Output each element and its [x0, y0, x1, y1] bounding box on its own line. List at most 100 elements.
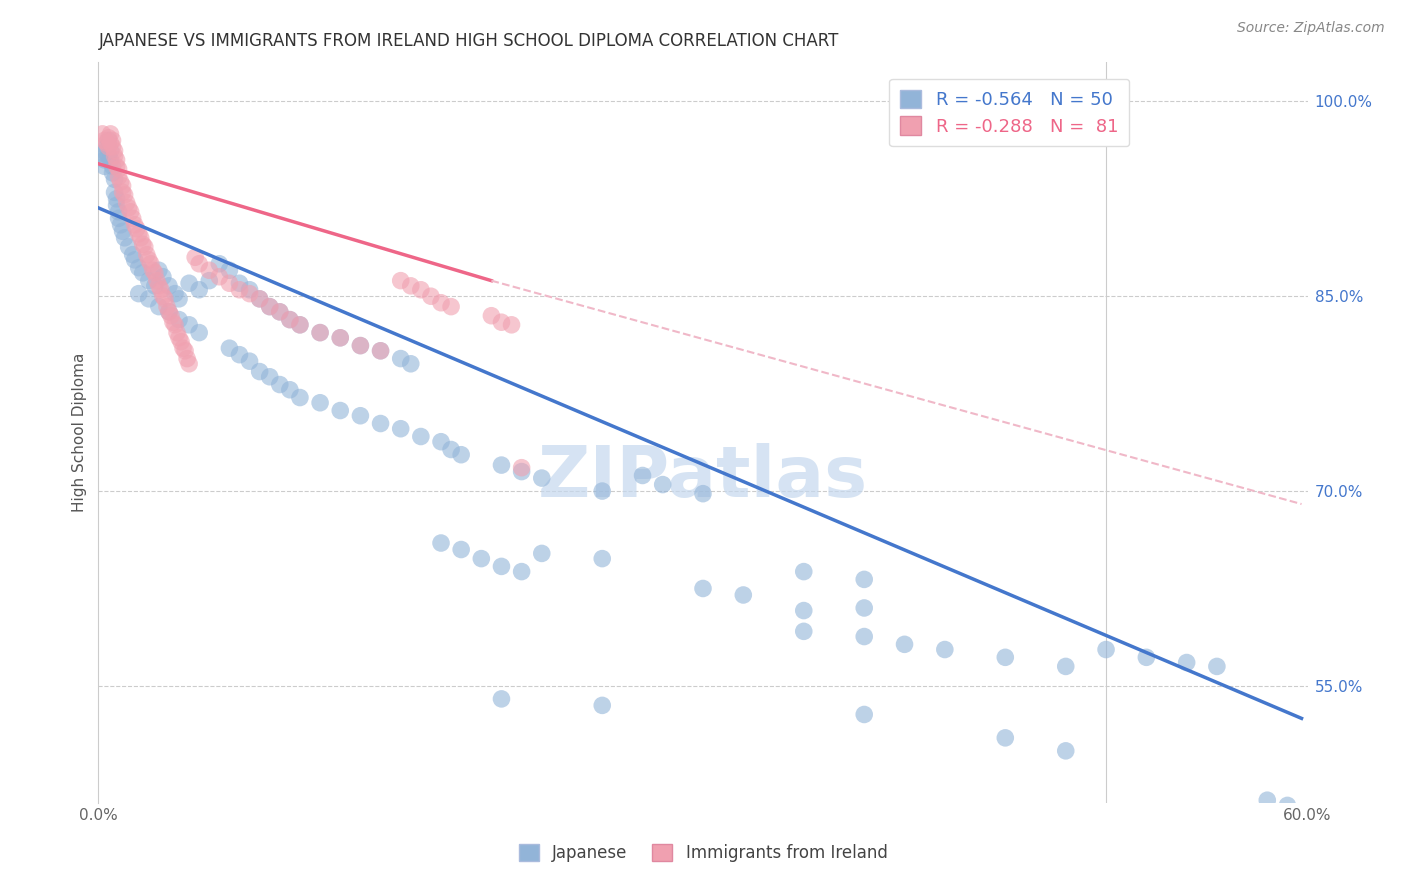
Point: [100, 153, 122, 167]
Point: [470, 551, 492, 566]
Point: [149, 283, 172, 297]
Point: [111, 186, 134, 200]
Point: [239, 283, 262, 297]
Point: [105, 159, 128, 173]
Point: [278, 312, 301, 326]
Point: [288, 391, 311, 405]
Point: [249, 292, 271, 306]
Point: [198, 263, 221, 277]
Point: [370, 343, 392, 358]
Point: [188, 283, 211, 297]
Point: [148, 300, 170, 314]
Text: JAPANESE VS IMMIGRANTS FROM IRELAND HIGH SCHOOL DIPLOMA CORRELATION CHART: JAPANESE VS IMMIGRANTS FROM IRELAND HIGH…: [98, 32, 839, 50]
Point: [101, 159, 124, 173]
Point: [118, 201, 141, 215]
Point: [93, 153, 115, 167]
Point: [103, 172, 125, 186]
Point: [91, 127, 114, 141]
Point: [174, 343, 197, 358]
Point: [994, 650, 1017, 665]
Point: [153, 292, 176, 306]
Point: [631, 468, 654, 483]
Point: [269, 305, 291, 319]
Point: [692, 486, 714, 500]
Point: [184, 250, 207, 264]
Point: [97, 140, 120, 154]
Point: [1206, 659, 1229, 673]
Point: [143, 278, 166, 293]
Point: [152, 289, 174, 303]
Point: [1256, 793, 1278, 807]
Point: [733, 588, 755, 602]
Point: [167, 292, 190, 306]
Point: [198, 274, 221, 288]
Point: [208, 269, 231, 284]
Point: [288, 318, 311, 332]
Point: [107, 211, 129, 226]
Point: [481, 309, 503, 323]
Point: [893, 127, 915, 141]
Point: [124, 218, 146, 232]
Point: [218, 277, 240, 291]
Point: [148, 278, 170, 293]
Point: [651, 477, 673, 491]
Point: [491, 692, 513, 706]
Point: [510, 465, 533, 479]
Point: [259, 300, 281, 314]
Point: [409, 429, 432, 443]
Point: [121, 211, 143, 226]
Point: [793, 603, 815, 617]
Point: [132, 266, 155, 280]
Point: [440, 442, 463, 457]
Point: [110, 175, 132, 189]
Point: [157, 305, 180, 319]
Point: [491, 315, 513, 329]
Point: [1095, 642, 1118, 657]
Point: [389, 422, 412, 436]
Point: [309, 396, 332, 410]
Point: [143, 266, 166, 280]
Point: [91, 146, 114, 161]
Point: [1054, 659, 1077, 673]
Point: [179, 357, 201, 371]
Point: [107, 169, 129, 184]
Point: [163, 318, 186, 332]
Point: [115, 195, 138, 210]
Point: [399, 357, 422, 371]
Point: [101, 140, 124, 154]
Point: [1277, 798, 1299, 813]
Point: [218, 263, 240, 277]
Point: [269, 377, 291, 392]
Point: [430, 536, 453, 550]
Point: [103, 186, 125, 200]
Point: [105, 192, 128, 206]
Point: [1054, 744, 1077, 758]
Point: [259, 300, 281, 314]
Point: [228, 277, 250, 291]
Point: [249, 292, 271, 306]
Point: [96, 140, 118, 154]
Point: [510, 565, 533, 579]
Point: [93, 159, 115, 173]
Point: [853, 630, 876, 644]
Point: [249, 365, 271, 379]
Point: [129, 231, 152, 245]
Point: [389, 274, 412, 288]
Point: [172, 341, 194, 355]
Point: [97, 133, 120, 147]
Point: [409, 283, 432, 297]
Point: [853, 707, 876, 722]
Point: [139, 257, 162, 271]
Point: [138, 292, 160, 306]
Point: [157, 278, 180, 293]
Point: [166, 326, 188, 340]
Point: [179, 318, 201, 332]
Point: [118, 240, 141, 254]
Point: [591, 484, 613, 499]
Point: [167, 312, 190, 326]
Point: [170, 334, 193, 349]
Point: [132, 237, 155, 252]
Point: [370, 343, 392, 358]
Point: [259, 369, 281, 384]
Point: [167, 331, 190, 345]
